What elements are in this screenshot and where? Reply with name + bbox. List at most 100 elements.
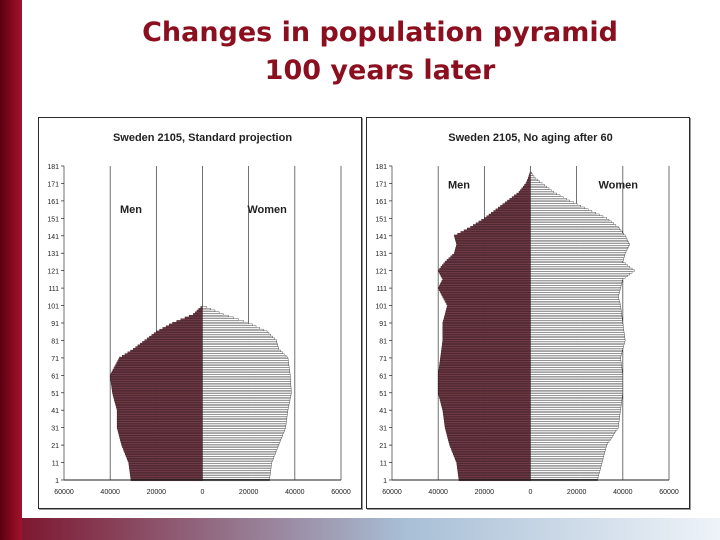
chart-0-bar-men-age-21 — [121, 444, 203, 447]
chart-1-bar-men-age-91 — [442, 321, 531, 325]
chart-1-bar-men-age-101 — [447, 304, 531, 307]
chart-1-bar-men-age-33 — [444, 423, 531, 426]
chart-0-bar-men-age-53 — [111, 388, 203, 391]
chart-1-bar-women-age-27 — [530, 433, 614, 436]
chart-1-bar-women-age-28 — [530, 431, 615, 434]
chart-1-bar-men-age-3 — [458, 475, 531, 478]
chart-0-bar-women-age-97 — [202, 311, 220, 314]
chart-1-x-tick-label-2: 20000 — [475, 489, 495, 496]
chart-1-bar-women-age-173 — [530, 178, 538, 181]
chart-1-bar-women-age-59 — [530, 377, 624, 380]
chart-1-bar-women-age-3 — [530, 475, 599, 478]
chart-0-bar-men-age-31 — [116, 426, 203, 429]
chart-0-bar-men-age-9 — [128, 465, 203, 468]
chart-1-bar-women-age-87 — [530, 328, 624, 332]
chart-0-bar-men-age-25 — [119, 437, 203, 440]
chart-1-bar-men-age-131 — [454, 252, 531, 255]
chart-1-bar-women-age-143 — [530, 231, 623, 234]
chart-1-bar-women-age-43 — [530, 405, 622, 408]
chart-0-bar-women-age-26 — [202, 435, 283, 438]
chart-1-bar-men-age-145 — [467, 227, 531, 230]
chart-1-bar-women-age-117 — [530, 276, 626, 279]
chart-0-bar-men-age-89 — [165, 325, 203, 328]
chart-1-bar-women-age-142 — [530, 232, 624, 236]
chart-1-bar-women-age-92 — [530, 320, 623, 323]
chart-1-bar-men-age-148 — [475, 222, 531, 225]
chart-1-bar-women-age-162 — [530, 198, 567, 201]
chart-0-bar-women-age-74 — [202, 351, 283, 354]
chart-1-bar-men-age-50 — [438, 393, 531, 396]
chart-0-age-tick-label-161: 161 — [47, 199, 59, 206]
chart-1-bar-men-age-12 — [455, 459, 531, 462]
chart-0-bar-men-age-63 — [111, 370, 203, 373]
chart-0-bar-women-age-57 — [202, 381, 291, 384]
chart-1-bar-women-age-63 — [530, 370, 623, 373]
chart-1-age-tick-label-81: 81 — [379, 338, 387, 345]
chart-0-bar-women-age-22 — [202, 442, 280, 445]
chart-0-bar-men-age-41 — [116, 409, 203, 412]
chart-1-bar-men-age-118 — [440, 274, 531, 277]
chart-0-bar-women-age-76 — [202, 348, 279, 351]
chart-1-bar-men-age-61 — [437, 374, 531, 377]
chart-1-bar-women-age-100 — [530, 306, 621, 309]
chart-1-bar-men-age-42 — [442, 407, 531, 410]
chart-1-bar-men-age-40 — [442, 410, 531, 414]
chart-1-bar-men-age-112 — [438, 285, 531, 288]
chart-1-bar-women-age-47 — [530, 398, 623, 401]
chart-0-bar-women-age-44 — [202, 403, 290, 407]
chart-0-bar-men-age-37 — [116, 416, 203, 419]
chart-1-bar-men-age-27 — [446, 433, 531, 436]
chart-0-bar-men-age-29 — [117, 430, 203, 433]
chart-1-bar-women-age-176 — [530, 173, 533, 176]
chart-1-age-tick-label-101: 101 — [375, 304, 387, 311]
chart-1-bar-men-age-143 — [460, 231, 531, 234]
chart-0-bar-women-age-21 — [202, 444, 279, 447]
chart-1-bar-men-age-115 — [441, 280, 531, 283]
chart-1-bar-men-age-164 — [514, 194, 531, 197]
chart-1-bar-men-age-87 — [442, 328, 531, 332]
chart-0-bar-men-age-93 — [180, 318, 203, 321]
chart-1-bar-women-age-108 — [530, 292, 620, 295]
chart-1-bar-women-age-45 — [530, 402, 622, 405]
chart-1-bar-women-age-65 — [530, 367, 623, 370]
chart-0-bar-women-age-72 — [202, 355, 287, 358]
chart-1-bar-women-age-69 — [530, 360, 622, 363]
chart-1-bar-women-age-153 — [530, 213, 600, 216]
chart-0-age-tick-label-31: 31 — [51, 426, 59, 433]
chart-0-age-tick-label-1: 1 — [55, 478, 59, 485]
chart-1-x-tick-label-6: 60000 — [659, 489, 679, 496]
chart-1-bar-men-age-141 — [454, 234, 531, 237]
chart-0-age-tick-label-51: 51 — [51, 391, 59, 398]
chart-1-x-tick-label-5: 40000 — [613, 489, 633, 496]
chart-1-bar-men-age-78 — [441, 344, 531, 347]
chart-1-bar-men-age-161 — [507, 199, 531, 202]
chart-1-bar-men-age-171 — [525, 182, 531, 185]
chart-1-bar-women-age-170 — [530, 184, 545, 187]
chart-1-bar-women-age-54 — [530, 386, 624, 389]
chart-0-bar-women-age-99 — [202, 308, 211, 311]
chart-0-bar-men-age-16 — [124, 452, 203, 455]
chart-1-bar-men-age-142 — [457, 232, 531, 236]
chart-0-bar-women-age-20 — [202, 445, 279, 448]
chart-0-bar-men-age-96 — [193, 313, 203, 316]
chart-0-bar-women-age-91 — [202, 321, 249, 325]
chart-1-bar-women-age-137 — [530, 241, 630, 244]
chart-1-bar-men-age-159 — [502, 203, 531, 206]
chart-1-bar-men-age-174 — [528, 177, 531, 180]
chart-0-bar-women-age-70 — [202, 358, 289, 361]
chart-0-bar-women-age-41 — [202, 409, 289, 412]
chart-0-bar-women-age-5 — [202, 471, 271, 475]
chart-1-bar-women-age-84 — [530, 334, 625, 337]
chart-1-bar-women-age-18 — [530, 449, 606, 452]
chart-1-bar-men-age-166 — [518, 191, 531, 194]
chart-0-bar-men-age-38 — [116, 414, 203, 417]
chart-0-bar-men-age-39 — [116, 412, 203, 415]
chart-1-x-tick-label-1: 40000 — [428, 489, 448, 496]
chart-1-bar-women-age-163 — [530, 196, 564, 199]
chart-1-bar-men-age-152 — [486, 215, 531, 218]
chart-1-bar-men-age-81 — [442, 339, 531, 342]
chart-0-bar-women-age-24 — [202, 438, 281, 441]
chart-1-bar-men-age-90 — [442, 323, 531, 326]
chart-1-bar-men-age-175 — [528, 175, 531, 178]
chart-1-bar-men-age-14 — [454, 456, 531, 459]
